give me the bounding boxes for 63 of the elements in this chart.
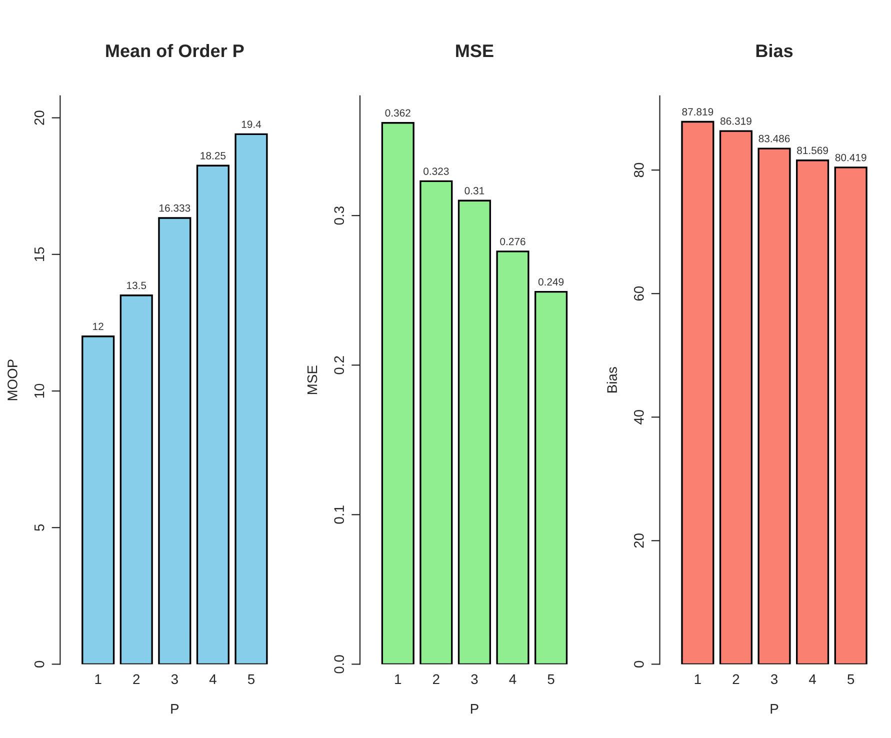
x-tick-label: 5 xyxy=(848,674,854,684)
data-label: 18.25 xyxy=(200,152,226,160)
bar xyxy=(534,291,568,664)
x-axis-title: P xyxy=(470,704,478,714)
y-axis-title: Bias xyxy=(606,367,617,392)
x-tick-label: 3 xyxy=(171,674,178,684)
y-tick-label: 0.3 xyxy=(334,206,344,225)
y-tick-label: 10 xyxy=(34,384,44,398)
y-tick-label: 0.0 xyxy=(334,655,344,674)
y-tick-label: 60 xyxy=(634,286,644,301)
x-tick-label: 4 xyxy=(209,674,216,684)
data-label: 86.319 xyxy=(720,117,752,125)
data-label: 12 xyxy=(93,322,104,330)
x-tick-label: 1 xyxy=(395,674,402,684)
x-tick-label: 3 xyxy=(471,674,478,684)
bar xyxy=(420,180,453,664)
data-label: 16.333 xyxy=(160,204,190,212)
data-label: 0.249 xyxy=(538,278,564,286)
data-label: 13.5 xyxy=(127,282,146,290)
data-label: 0.323 xyxy=(424,168,449,175)
x-tick-label: 1 xyxy=(694,674,701,684)
data-label: 0.362 xyxy=(385,109,410,117)
x-tick-label: 5 xyxy=(248,674,255,684)
bar xyxy=(496,250,530,664)
data-label: 0.31 xyxy=(464,187,484,194)
bar xyxy=(196,164,230,664)
y-axis-title: MSE xyxy=(307,366,318,394)
y-tick-label: 20 xyxy=(34,110,44,125)
data-label: 0.276 xyxy=(500,238,526,246)
bar xyxy=(458,200,491,664)
y-tick-label: 5 xyxy=(34,524,44,531)
y-tick-label: 0.1 xyxy=(334,506,344,524)
data-label: 87.819 xyxy=(682,108,714,116)
x-tick-label: 2 xyxy=(732,674,740,684)
x-tick-label: 4 xyxy=(809,674,816,684)
x-tick-label: 3 xyxy=(770,674,778,684)
x-tick-label: 2 xyxy=(133,674,140,684)
y-tick-label: 80 xyxy=(634,162,644,178)
x-axis-title: P xyxy=(171,704,179,714)
bar xyxy=(234,133,268,664)
y-tick-label: 40 xyxy=(634,410,644,425)
x-tick-label: 5 xyxy=(548,674,554,684)
y-tick-label: 0.2 xyxy=(334,356,344,374)
x-tick-label: 2 xyxy=(433,674,440,684)
bar xyxy=(82,336,115,664)
data-label: 81.569 xyxy=(797,146,828,154)
y-tick-label: 0 xyxy=(634,660,644,668)
y-tick-label: 20 xyxy=(634,533,644,548)
chart-title: Bias xyxy=(756,44,793,58)
chart-title: MSE xyxy=(456,44,494,58)
y-axis-title: MOOP xyxy=(8,360,18,400)
bar xyxy=(120,294,153,664)
data-label: 19.4 xyxy=(242,120,262,128)
bar xyxy=(381,122,414,664)
x-axis-title: P xyxy=(770,704,778,714)
y-tick-label: 15 xyxy=(34,247,44,262)
bar xyxy=(158,217,192,664)
data-label: 83.486 xyxy=(758,134,790,142)
y-tick-label: 0 xyxy=(34,660,44,668)
data-label: 80.419 xyxy=(835,154,866,162)
chart-title: Mean of Order P xyxy=(106,44,244,58)
x-tick-label: 4 xyxy=(509,674,516,684)
x-tick-label: 1 xyxy=(95,674,102,684)
